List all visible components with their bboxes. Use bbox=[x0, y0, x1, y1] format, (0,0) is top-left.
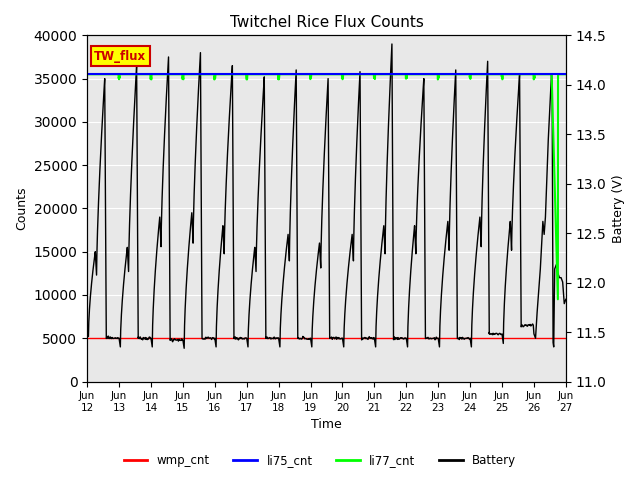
X-axis label: Time: Time bbox=[311, 419, 342, 432]
Y-axis label: Battery (V): Battery (V) bbox=[612, 174, 625, 243]
Text: TW_flux: TW_flux bbox=[94, 49, 147, 62]
Title: Twitchel Rice Flux Counts: Twitchel Rice Flux Counts bbox=[230, 15, 424, 30]
Y-axis label: Counts: Counts bbox=[15, 187, 28, 230]
Legend: wmp_cnt, li75_cnt, li77_cnt, Battery: wmp_cnt, li75_cnt, li77_cnt, Battery bbox=[119, 449, 521, 472]
